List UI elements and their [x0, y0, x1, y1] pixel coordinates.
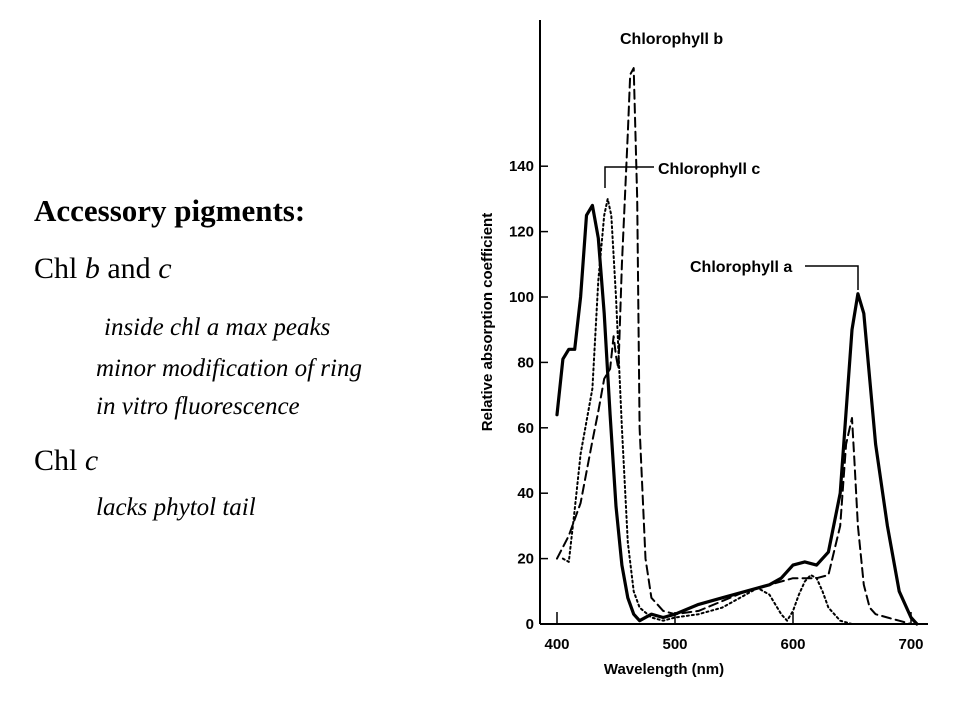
slide-heading: Accessory pigments: [34, 193, 306, 228]
chlorophyll-c-line [561, 197, 853, 625]
y-tick-label: 20 [517, 551, 534, 568]
chl-b-letter: b [84, 252, 100, 285]
chl-b-prefix: Chl [34, 252, 85, 285]
chlorophyll-a-leader [805, 265, 859, 290]
y-axis-label: Relative absorption coefficient [479, 213, 496, 431]
x-axis-label: Wavelength (nm) [604, 661, 724, 678]
y-tick-label: 60 [517, 420, 534, 437]
x-tick-label: 400 [544, 636, 569, 653]
x-tick-label: 600 [780, 636, 805, 653]
y-tick-label: 100 [509, 289, 534, 306]
y-tick-label: 40 [517, 485, 534, 502]
chl-c-letter: c [158, 252, 172, 285]
chlorophyll-b-line [556, 67, 912, 625]
y-tick-label: 120 [509, 224, 534, 241]
chlorophyll-c-leader [604, 166, 654, 188]
y-tick-label: 0 [526, 616, 534, 633]
chl-c-line-letter: c [84, 444, 99, 477]
chl-and-word: and [99, 252, 159, 285]
chl-b-point-3: in vitro fluorescence [96, 393, 300, 420]
chl-b-point-2: minor modification of ring [96, 355, 362, 382]
chlorophyll-a-line [555, 203, 919, 626]
chl-c-line: Chl c [34, 444, 98, 478]
y-tick-label: 80 [517, 354, 534, 371]
y-tick-label: 140 [509, 158, 534, 175]
chl-b-and-c-line: Chl b and c [34, 252, 172, 286]
x-tick-label: 700 [898, 636, 923, 653]
chl-b-point-1: inside chl a max peaks [104, 314, 331, 341]
chlorophyll-c-annotation: Chlorophyll c [658, 161, 760, 178]
x-tick-label: 500 [662, 636, 687, 653]
chl-c-prefix: Chl [34, 444, 85, 477]
chlorophyll-b-annotation: Chlorophyll b [620, 31, 723, 48]
chlorophyll-a-annotation: Chlorophyll a [690, 259, 792, 276]
chl-c-point-1: lacks phytol tail [96, 494, 256, 521]
